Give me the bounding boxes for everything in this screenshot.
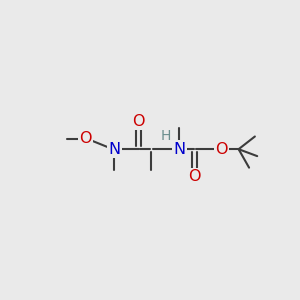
Text: O: O <box>188 169 201 184</box>
Text: H: H <box>160 130 171 143</box>
Text: O: O <box>132 114 145 129</box>
Text: N: N <box>173 142 185 157</box>
Text: O: O <box>215 142 227 157</box>
Text: N: N <box>108 142 120 157</box>
Text: O: O <box>79 131 92 146</box>
